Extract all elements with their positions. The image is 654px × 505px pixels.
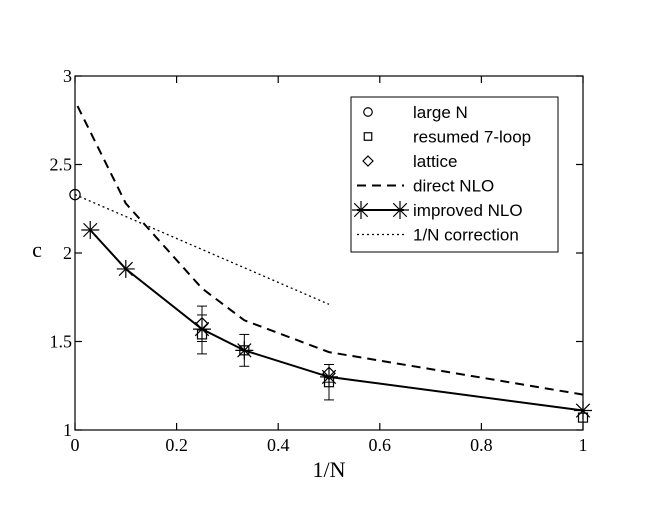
series-large-n xyxy=(69,188,81,201)
legend-label-large-n: large N xyxy=(413,103,468,122)
series-1-n-correction xyxy=(74,193,330,305)
legend: large N resumed 7-loop lattice direct NLO im… xyxy=(350,96,559,253)
data-series xyxy=(69,105,592,423)
legend-label-direct-nlo: direct NLO xyxy=(413,177,494,196)
point-improved-nlo-3-stroke-3 xyxy=(237,343,252,358)
legend-entry-large-n: large N xyxy=(363,103,468,122)
point-improved-nlo-1 xyxy=(116,259,135,278)
point-improved-nlo-4 xyxy=(320,367,338,386)
y-tick-label-2: 2 xyxy=(63,243,72,263)
x-tick-label-0: 0 xyxy=(71,435,80,455)
x-axis-label: 1/N xyxy=(313,457,346,482)
point-improved-nlo-0 xyxy=(81,220,100,239)
legend-marker-large-n-shape xyxy=(363,107,373,117)
legend-marker-resumed-7-loop xyxy=(363,132,373,141)
point-improved-nlo-3 xyxy=(235,341,254,360)
y-axis-label: c xyxy=(32,237,42,262)
point-improved-nlo-0-stroke-3 xyxy=(83,222,98,238)
series-direct-nlo xyxy=(76,105,584,396)
legend-entry-direct-nlo: direct NLO xyxy=(357,177,494,196)
x-tick-label-4: 0.8 xyxy=(470,435,493,455)
point-improved-nlo-2 xyxy=(193,320,211,339)
point-improved-nlo-2-stroke-3 xyxy=(194,321,210,337)
series-line-improved-nlo xyxy=(89,229,584,412)
legend-entry-improved-nlo: improved NLO xyxy=(352,201,523,220)
x-tick-label-5: 1 xyxy=(579,435,588,455)
legend-label-resumed-7-loop: resumed 7-loop xyxy=(413,128,531,147)
legend-marker-left-improved-nlo xyxy=(352,201,370,219)
x-tick-label-2: 0.4 xyxy=(267,435,290,455)
legend-marker-right-improved-nlo xyxy=(391,201,409,219)
legend-marker-large-n xyxy=(363,107,373,117)
legend-label-improved-nlo: improved NLO xyxy=(413,201,523,220)
point-large-n-0 xyxy=(69,188,81,201)
point-improved-nlo-1-stroke-3 xyxy=(118,261,133,277)
series-line-1-n-correction xyxy=(74,193,330,305)
legend-marker-lattice-shape xyxy=(362,155,374,167)
legend-label-lattice: lattice xyxy=(413,152,457,171)
y-tick-label-4: 3 xyxy=(63,66,72,86)
series-lattice xyxy=(195,305,336,383)
point-improved-nlo-4-stroke-3 xyxy=(321,369,337,385)
point-improved-nlo-5-stroke-3 xyxy=(575,403,591,418)
legend-marker-left-improved-nlo-stroke-3 xyxy=(353,202,369,218)
legend-marker-right-improved-nlo-stroke-3 xyxy=(392,202,408,218)
x-tick-label-1: 0.2 xyxy=(165,435,188,455)
series-line-direct-nlo xyxy=(76,105,584,396)
legend-entry-lattice: lattice xyxy=(362,152,457,171)
x-tick-label-3: 0.6 xyxy=(369,435,392,455)
y-tick-label-0: 1 xyxy=(63,420,72,440)
point-improved-nlo-5 xyxy=(574,401,592,420)
axis-ticks: 0 0.2 0.4 0.6 0.8 1 1 1.5 2 2.5 3 xyxy=(50,66,588,455)
legend-entry-resumed-7-loop: resumed 7-loop xyxy=(363,128,531,147)
legend-marker-resumed-7-loop-shape xyxy=(363,132,373,141)
legend-marker-lattice xyxy=(362,155,374,167)
y-tick-label-1: 1.5 xyxy=(50,332,73,352)
series-improved-nlo xyxy=(81,220,592,420)
legend-entry-1-n-correction: 1/N correction xyxy=(357,226,519,245)
y-tick-label-3: 2.5 xyxy=(50,155,73,175)
legend-label-1-n-correction: 1/N correction xyxy=(413,226,519,245)
legend-box xyxy=(350,96,559,253)
series-resumed-7-loop xyxy=(196,314,589,423)
point-large-n-0-shape xyxy=(69,188,81,201)
